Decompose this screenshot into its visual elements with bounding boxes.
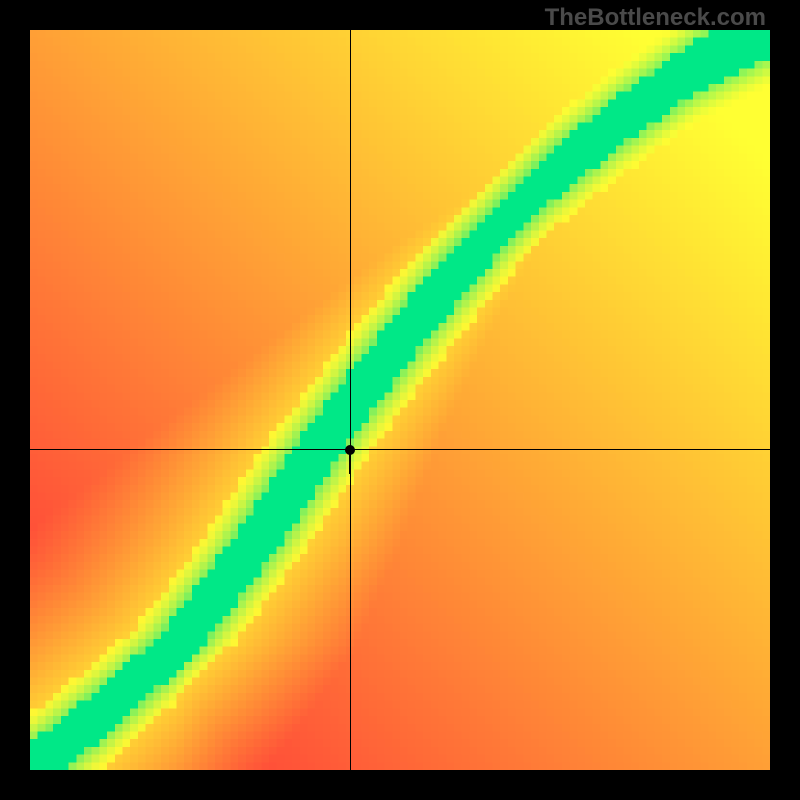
chart-container: TheBottleneck.com <box>0 0 800 800</box>
watermark-text: TheBottleneck.com <box>545 4 766 32</box>
crosshair-vertical <box>350 30 351 770</box>
selected-point <box>345 445 355 455</box>
bottleneck-heatmap <box>30 30 770 770</box>
crosshair-horizontal <box>30 449 770 450</box>
